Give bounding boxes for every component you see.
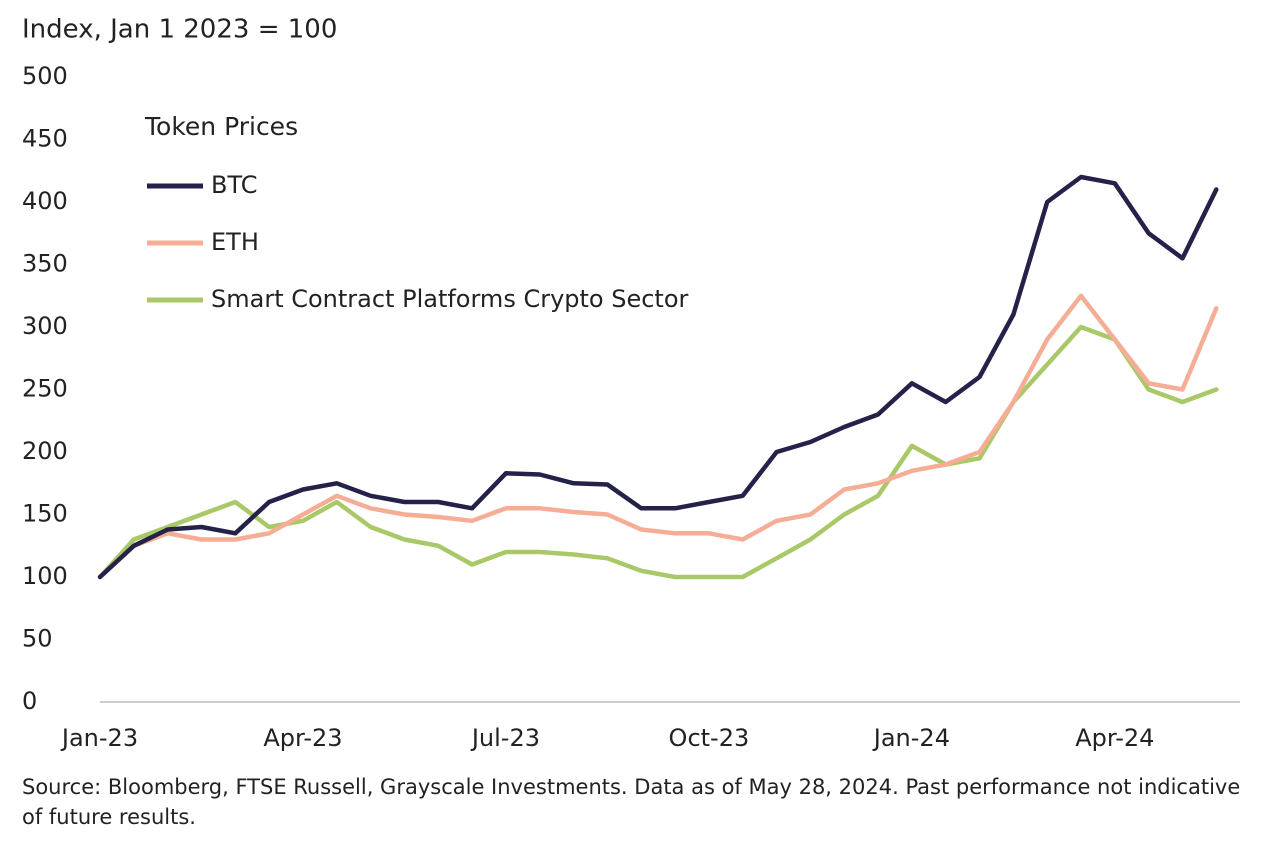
y-tick-label: 0 <box>22 687 37 715</box>
y-tick-label: 300 <box>22 312 68 340</box>
source-note: Source: Bloomberg, FTSE Russell, Graysca… <box>22 775 1241 829</box>
series-line <box>97 174 1219 580</box>
y-tick-label: 400 <box>22 187 68 215</box>
y-tick-label: 500 <box>22 62 68 90</box>
y-tick-label: 250 <box>22 375 68 403</box>
x-tick-label: Oct-23 <box>669 724 750 752</box>
x-tick-label: Jan-23 <box>60 724 138 752</box>
y-tick-label: 200 <box>22 437 68 465</box>
x-tick-label: Apr-23 <box>263 724 342 752</box>
x-tick-label: Apr-24 <box>1075 724 1154 752</box>
y-axis-label: Index, Jan 1 2023 = 100 <box>22 15 337 45</box>
series-line <box>97 324 1219 580</box>
series-line <box>97 293 1219 580</box>
legend-label: BTC <box>211 171 257 199</box>
y-tick-label: 350 <box>22 250 68 278</box>
y-tick-label: 50 <box>22 625 53 653</box>
legend-label: ETH <box>211 228 259 256</box>
x-tick-label: Jul-23 <box>470 724 540 752</box>
legend-label: Smart Contract Platforms Crypto Sector <box>211 285 689 313</box>
legend-title: Token Prices <box>144 112 298 141</box>
x-tick-label: Jan-24 <box>872 724 950 752</box>
y-tick-label: 100 <box>22 562 68 590</box>
chart: Index, Jan 1 2023 = 100 Token Prices 0 50… <box>22 15 1240 752</box>
y-tick-label: 150 <box>22 500 68 528</box>
y-tick-label: 450 <box>22 125 68 153</box>
